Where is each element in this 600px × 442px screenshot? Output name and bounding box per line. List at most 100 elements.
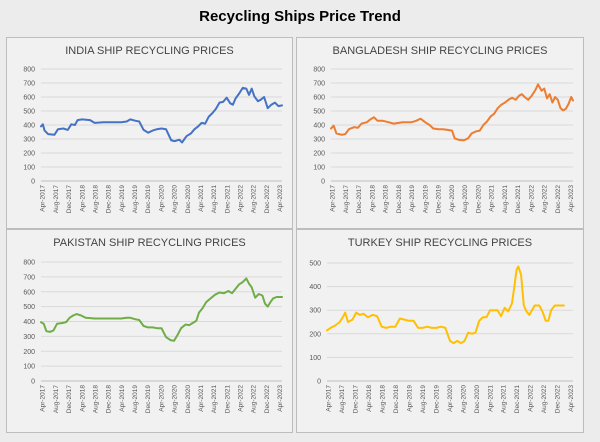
y-tick-label: 100 [313, 165, 325, 172]
x-tick-label: Apr-2021 [487, 385, 494, 412]
x-tick-label: Dec-2020 [475, 185, 482, 214]
y-tick-label: 800 [23, 67, 35, 74]
x-tick-label: Aug-2020 [460, 385, 467, 414]
x-tick-label: Apr-2018 [369, 185, 376, 212]
y-tick-label: 200 [23, 349, 35, 356]
x-tick-label: Dec-2018 [393, 385, 400, 414]
x-tick-label: Apr-2020 [158, 185, 165, 212]
x-tick-label: Dec-2018 [106, 185, 113, 214]
x-tick-label: Apr-2019 [119, 385, 126, 412]
y-tick-label: 200 [23, 151, 35, 158]
x-tick-label: Dec-2021 [224, 185, 231, 214]
x-tick-label: Dec-2022 [264, 385, 271, 414]
x-tick-label: Apr-2022 [528, 185, 535, 212]
x-tick-label: Aug-2017 [53, 385, 60, 414]
x-tick-label: Apr-2021 [489, 185, 496, 212]
x-tick-label: Aug-2019 [132, 185, 139, 214]
x-tick-label: Apr-2019 [406, 385, 413, 412]
y-tick-label: 800 [313, 67, 325, 74]
turkey-chart-svg: TURKEY SHIP RECYCLING PRICES 0 100 200 300 40… [309, 237, 575, 414]
bangladesh-chart-title: BANGLADESH SHIP RECYCLING PRICES [333, 45, 548, 57]
x-tick-label: Aug-2021 [211, 185, 218, 214]
y-tick-label: 700 [23, 81, 35, 88]
x-tick-label: Aug-2022 [251, 385, 258, 414]
turkey-price-line [326, 265, 565, 345]
y-tick-label: 400 [23, 319, 35, 326]
x-tick-label: Dec-2022 [555, 185, 562, 214]
y-tick-label: 0 [31, 379, 35, 386]
y-tick-label: 0 [31, 179, 35, 186]
x-tick-label: Apr-2022 [238, 185, 245, 212]
x-tick-label: Apr-2023 [568, 185, 575, 212]
x-tick-label: Aug-2018 [380, 385, 387, 414]
pakistan-chart-svg: PAKISTAN SHIP RECYCLING PRICES 0 100 200 300… [23, 237, 284, 414]
x-tick-label: Aug-2018 [383, 185, 390, 214]
x-tick-label: Aug-2021 [502, 185, 509, 214]
y-tick-label: 100 [23, 364, 35, 371]
y-tick-label: 500 [23, 109, 35, 116]
x-tick-label: Apr-2020 [449, 185, 456, 212]
x-tick-label: Dec-2017 [66, 185, 73, 214]
pakistan-price-line [40, 277, 283, 342]
x-tick-label: Aug-2021 [501, 385, 508, 414]
x-tick-label: Aug-2017 [339, 385, 346, 414]
india-price-line [40, 86, 283, 144]
x-tick-label: Apr-2020 [447, 385, 454, 412]
turkey-chart-title: TURKEY SHIP RECYCLING PRICES [348, 237, 532, 249]
x-tick-label: Apr-2020 [158, 385, 165, 412]
y-tick-label: 0 [321, 179, 325, 186]
x-tick-label: Dec-2019 [145, 385, 152, 414]
x-tick-label: Aug-2022 [542, 185, 549, 214]
x-tick-label: Aug-2019 [132, 385, 139, 414]
x-tick-label: Dec-2017 [353, 385, 360, 414]
y-tick-label: 400 [309, 284, 321, 291]
x-tick-label: Apr-2018 [79, 185, 86, 212]
x-tick-label: Aug-2017 [343, 185, 350, 214]
india-chart-svg: INDIA SHIP RECYCLING PRICES 0 100 200 300 400… [23, 45, 284, 214]
x-tick-label: Dec-2017 [356, 185, 363, 214]
x-tick-label: Apr-2021 [198, 385, 205, 412]
x-tick-label: Apr-2019 [409, 185, 416, 212]
y-tick-label: 600 [23, 95, 35, 102]
x-tick-label: Apr-2019 [119, 185, 126, 212]
x-tick-label: Dec-2018 [106, 385, 113, 414]
y-tick-label: 100 [23, 165, 35, 172]
bangladesh-price-line [330, 83, 574, 142]
x-tick-label: Apr-2017 [326, 385, 333, 412]
x-tick-label: Dec-2022 [555, 385, 562, 414]
y-tick-label: 100 [309, 355, 321, 362]
x-tick-label: Aug-2022 [541, 385, 548, 414]
y-tick-label: 600 [23, 289, 35, 296]
y-tick-label: 700 [23, 274, 35, 281]
page-title: Recycling Ships Price Trend [199, 8, 401, 25]
bangladesh-chart-svg: BANGLADESH SHIP RECYCLING PRICES 0 100 200 3… [313, 45, 575, 214]
x-tick-label: Apr-2018 [79, 385, 86, 412]
x-tick-label: Apr-2018 [366, 385, 373, 412]
x-tick-label: Dec-2019 [433, 385, 440, 414]
x-tick-label: Aug-2017 [53, 185, 60, 214]
y-tick-label: 200 [313, 151, 325, 158]
y-tick-label: 400 [313, 123, 325, 130]
y-tick-label: 300 [23, 137, 35, 144]
x-tick-label: Aug-2019 [422, 185, 429, 214]
x-tick-label: Aug-2020 [172, 185, 179, 214]
x-tick-label: Aug-2021 [211, 385, 218, 414]
x-tick-label: Aug-2018 [92, 385, 99, 414]
x-tick-label: Dec-2018 [396, 185, 403, 214]
y-tick-label: 500 [309, 261, 321, 268]
x-tick-label: Apr-2023 [277, 385, 284, 412]
y-tick-label: 500 [313, 109, 325, 116]
x-tick-label: Aug-2022 [251, 185, 258, 214]
x-tick-label: Aug-2019 [420, 385, 427, 414]
x-tick-label: Dec-2019 [145, 185, 152, 214]
x-tick-label: Apr-2017 [330, 185, 337, 212]
india-chart-panel: INDIA SHIP RECYCLING PRICES 0 100 200 300 400… [6, 37, 293, 229]
pakistan-chart-panel: PAKISTAN SHIP RECYCLING PRICES 0 100 200 300… [6, 229, 293, 433]
pakistan-chart-title: PAKISTAN SHIP RECYCLING PRICES [53, 237, 246, 249]
x-tick-label: Aug-2020 [462, 185, 469, 214]
y-tick-label: 0 [317, 379, 321, 386]
x-tick-label: Dec-2021 [224, 385, 231, 414]
x-tick-label: Apr-2021 [198, 185, 205, 212]
bangladesh-chart-panel: BANGLADESH SHIP RECYCLING PRICES 0 100 200 3… [296, 37, 584, 229]
y-tick-label: 300 [309, 308, 321, 315]
